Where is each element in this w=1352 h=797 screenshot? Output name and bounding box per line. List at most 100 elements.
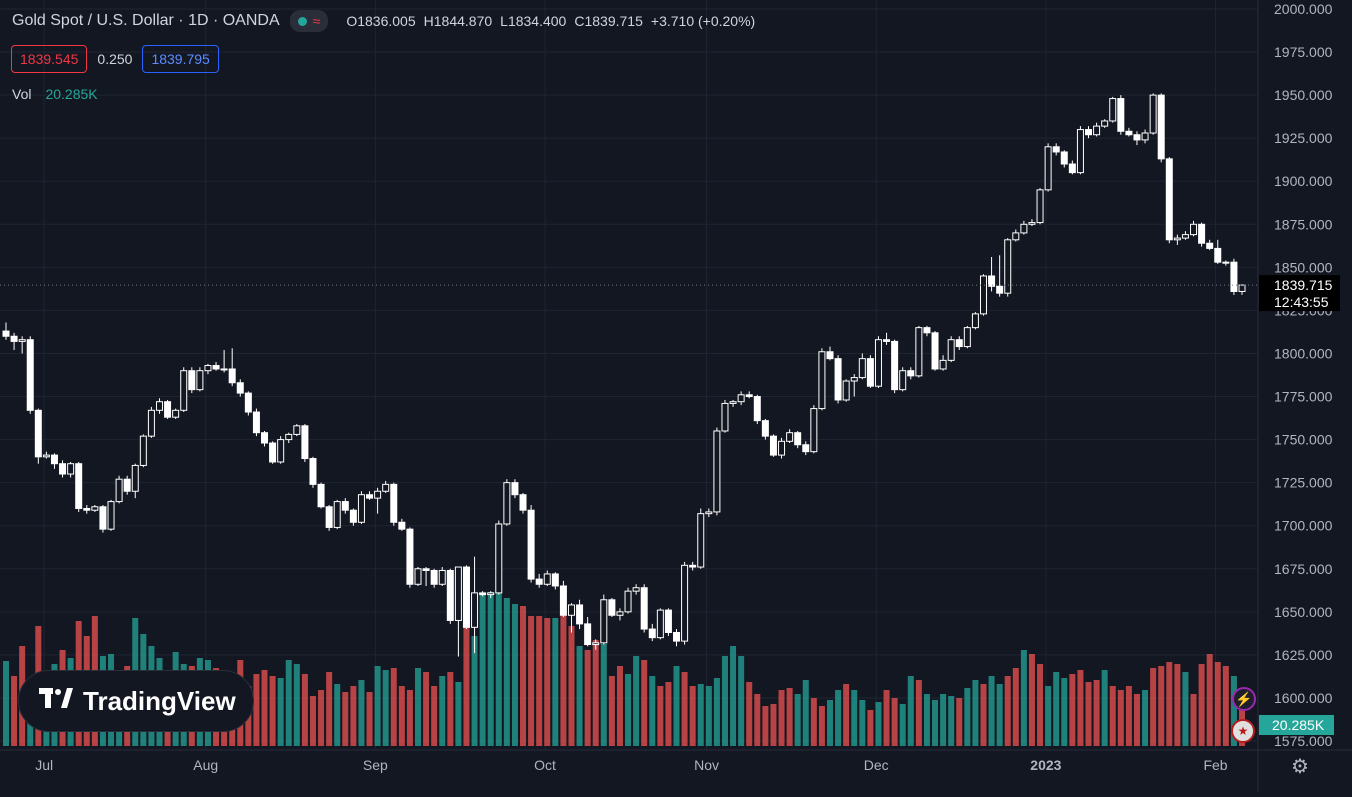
- candle-body[interactable]: [1157, 94, 1165, 160]
- candle-body[interactable]: [341, 501, 349, 511]
- candle-body[interactable]: [753, 396, 761, 422]
- candle-body[interactable]: [931, 332, 939, 370]
- candle-body[interactable]: [592, 642, 600, 646]
- candle-body[interactable]: [236, 382, 244, 394]
- candle-body[interactable]: [511, 482, 519, 496]
- candle-body[interactable]: [454, 566, 462, 621]
- candle-body[interactable]: [398, 521, 406, 530]
- candle-body[interactable]: [1214, 247, 1222, 263]
- candle-body[interactable]: [309, 458, 317, 485]
- candle-body[interactable]: [446, 569, 454, 621]
- candle-body[interactable]: [624, 590, 632, 613]
- candle-body[interactable]: [705, 511, 713, 515]
- candle-body[interactable]: [1060, 151, 1068, 165]
- candle-body[interactable]: [50, 454, 58, 465]
- candle-body[interactable]: [67, 463, 75, 475]
- candle-body[interactable]: [923, 327, 931, 334]
- candle-body[interactable]: [261, 432, 269, 444]
- candle-body[interactable]: [34, 409, 42, 458]
- candle-body[interactable]: [778, 440, 786, 456]
- candle-body[interactable]: [75, 463, 83, 509]
- candle-body[interactable]: [220, 368, 228, 371]
- candle-body[interactable]: [1068, 163, 1076, 174]
- candle-body[interactable]: [721, 402, 729, 432]
- candle-body[interactable]: [1036, 189, 1044, 224]
- candle-body[interactable]: [1117, 98, 1125, 132]
- candle-body[interactable]: [374, 490, 382, 499]
- buy-button[interactable]: 1839.795: [142, 45, 219, 73]
- candle-body[interactable]: [269, 442, 277, 463]
- market-status-pill[interactable]: ≈: [289, 10, 329, 32]
- candle-body[interactable]: [576, 604, 584, 625]
- candle-body[interactable]: [1076, 129, 1084, 174]
- candle-body[interactable]: [1165, 158, 1173, 241]
- candle-body[interactable]: [479, 592, 487, 596]
- candle-body[interactable]: [196, 370, 204, 391]
- candle-body[interactable]: [2, 330, 10, 337]
- candle-body[interactable]: [1085, 129, 1093, 136]
- candle-body[interactable]: [681, 564, 689, 642]
- candle-body[interactable]: [729, 401, 737, 404]
- candle-body[interactable]: [333, 501, 341, 528]
- candle-body[interactable]: [608, 599, 616, 616]
- candle-body[interactable]: [293, 425, 301, 435]
- candle-body[interactable]: [883, 339, 891, 342]
- candle-body[interactable]: [487, 592, 495, 596]
- candle-body[interactable]: [1044, 146, 1052, 191]
- candle-body[interactable]: [1198, 223, 1206, 244]
- candle-body[interactable]: [1125, 130, 1133, 136]
- candle-body[interactable]: [123, 478, 131, 492]
- candle-body[interactable]: [527, 509, 535, 580]
- candle-body[interactable]: [996, 285, 1004, 294]
- candle-body[interactable]: [866, 358, 874, 387]
- gear-icon[interactable]: ⚙: [1291, 756, 1309, 778]
- candle-body[interactable]: [600, 599, 608, 644]
- candle-body[interactable]: [390, 483, 398, 523]
- candle-body[interactable]: [1109, 98, 1117, 122]
- candle-body[interactable]: [139, 435, 147, 466]
- candle-body[interactable]: [535, 578, 543, 585]
- candle-body[interactable]: [1093, 125, 1101, 136]
- candle-body[interactable]: [59, 463, 67, 475]
- candle-body[interactable]: [471, 592, 479, 628]
- candle-body[interactable]: [551, 573, 559, 587]
- candle-body[interactable]: [810, 408, 818, 453]
- candle-body[interactable]: [10, 335, 18, 342]
- candle-body[interactable]: [26, 339, 34, 411]
- candle-body[interactable]: [891, 340, 899, 391]
- candle-body[interactable]: [1149, 94, 1157, 134]
- candle-body[interactable]: [131, 464, 139, 492]
- candle-body[interactable]: [907, 370, 915, 377]
- candle-body[interactable]: [18, 339, 26, 342]
- candle-body[interactable]: [1181, 234, 1189, 239]
- candle-body[interactable]: [1012, 232, 1020, 241]
- candle-body[interactable]: [91, 506, 99, 511]
- candle-body[interactable]: [858, 358, 866, 379]
- candle-body[interactable]: [1020, 223, 1028, 234]
- candle-body[interactable]: [689, 564, 697, 568]
- candle-body[interactable]: [899, 370, 907, 391]
- candle-body[interactable]: [317, 483, 325, 508]
- candle-body[interactable]: [769, 435, 777, 456]
- candle-body[interactable]: [422, 568, 430, 571]
- candle-body[interactable]: [1173, 237, 1181, 241]
- sell-button[interactable]: 1839.545: [11, 45, 88, 73]
- candle-body[interactable]: [285, 433, 293, 441]
- candle-body[interactable]: [83, 507, 91, 511]
- candle-body[interactable]: [180, 370, 188, 411]
- candle-body[interactable]: [794, 432, 802, 446]
- symbol-title[interactable]: Gold Spot / U.S. Dollar · 1D · OANDA: [12, 12, 280, 29]
- candle-body[interactable]: [874, 339, 882, 387]
- candle-body[interactable]: [1238, 284, 1246, 292]
- candle-body[interactable]: [1052, 146, 1060, 153]
- candle-body[interactable]: [228, 368, 236, 384]
- us-flag-icon[interactable]: ★: [1231, 719, 1255, 743]
- candle-body[interactable]: [971, 313, 979, 329]
- candle-body[interactable]: [406, 528, 414, 585]
- candle-body[interactable]: [842, 380, 850, 401]
- candle-body[interactable]: [164, 401, 172, 418]
- candle-body[interactable]: [802, 444, 810, 453]
- candle-body[interactable]: [939, 359, 947, 370]
